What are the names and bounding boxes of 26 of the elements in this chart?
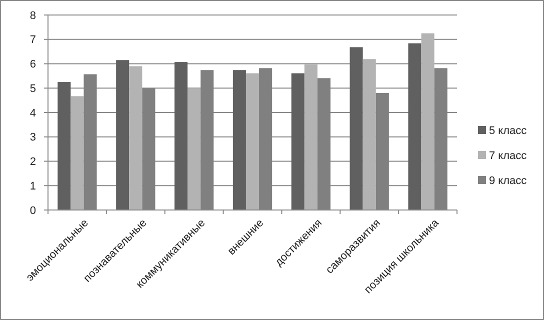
y-tick-label: 1 xyxy=(30,180,36,192)
bar xyxy=(304,64,318,210)
legend-label: 7 класс xyxy=(489,150,528,162)
bar xyxy=(174,62,188,210)
y-tick-label: 6 xyxy=(30,58,36,71)
bar xyxy=(116,60,130,210)
bar xyxy=(291,73,304,210)
bar xyxy=(246,73,260,210)
bar xyxy=(129,66,142,210)
bar xyxy=(188,88,201,210)
y-tick-label: 2 xyxy=(30,156,36,168)
bar xyxy=(350,47,363,210)
y-tick-label: 0 xyxy=(30,204,36,217)
legend-label: 9 класс xyxy=(489,174,528,187)
y-tick-label: 8 xyxy=(30,10,36,22)
bar xyxy=(232,70,246,210)
bar xyxy=(70,96,84,210)
bar xyxy=(362,59,376,210)
legend-label: 5 класс xyxy=(489,124,528,137)
y-tick-label: 5 xyxy=(30,82,36,95)
bar xyxy=(58,82,71,210)
bar xyxy=(408,43,422,210)
y-tick-label: 4 xyxy=(30,107,36,120)
y-tick-label: 3 xyxy=(30,132,36,144)
bar xyxy=(421,33,434,210)
y-tick-label: 7 xyxy=(30,34,36,46)
